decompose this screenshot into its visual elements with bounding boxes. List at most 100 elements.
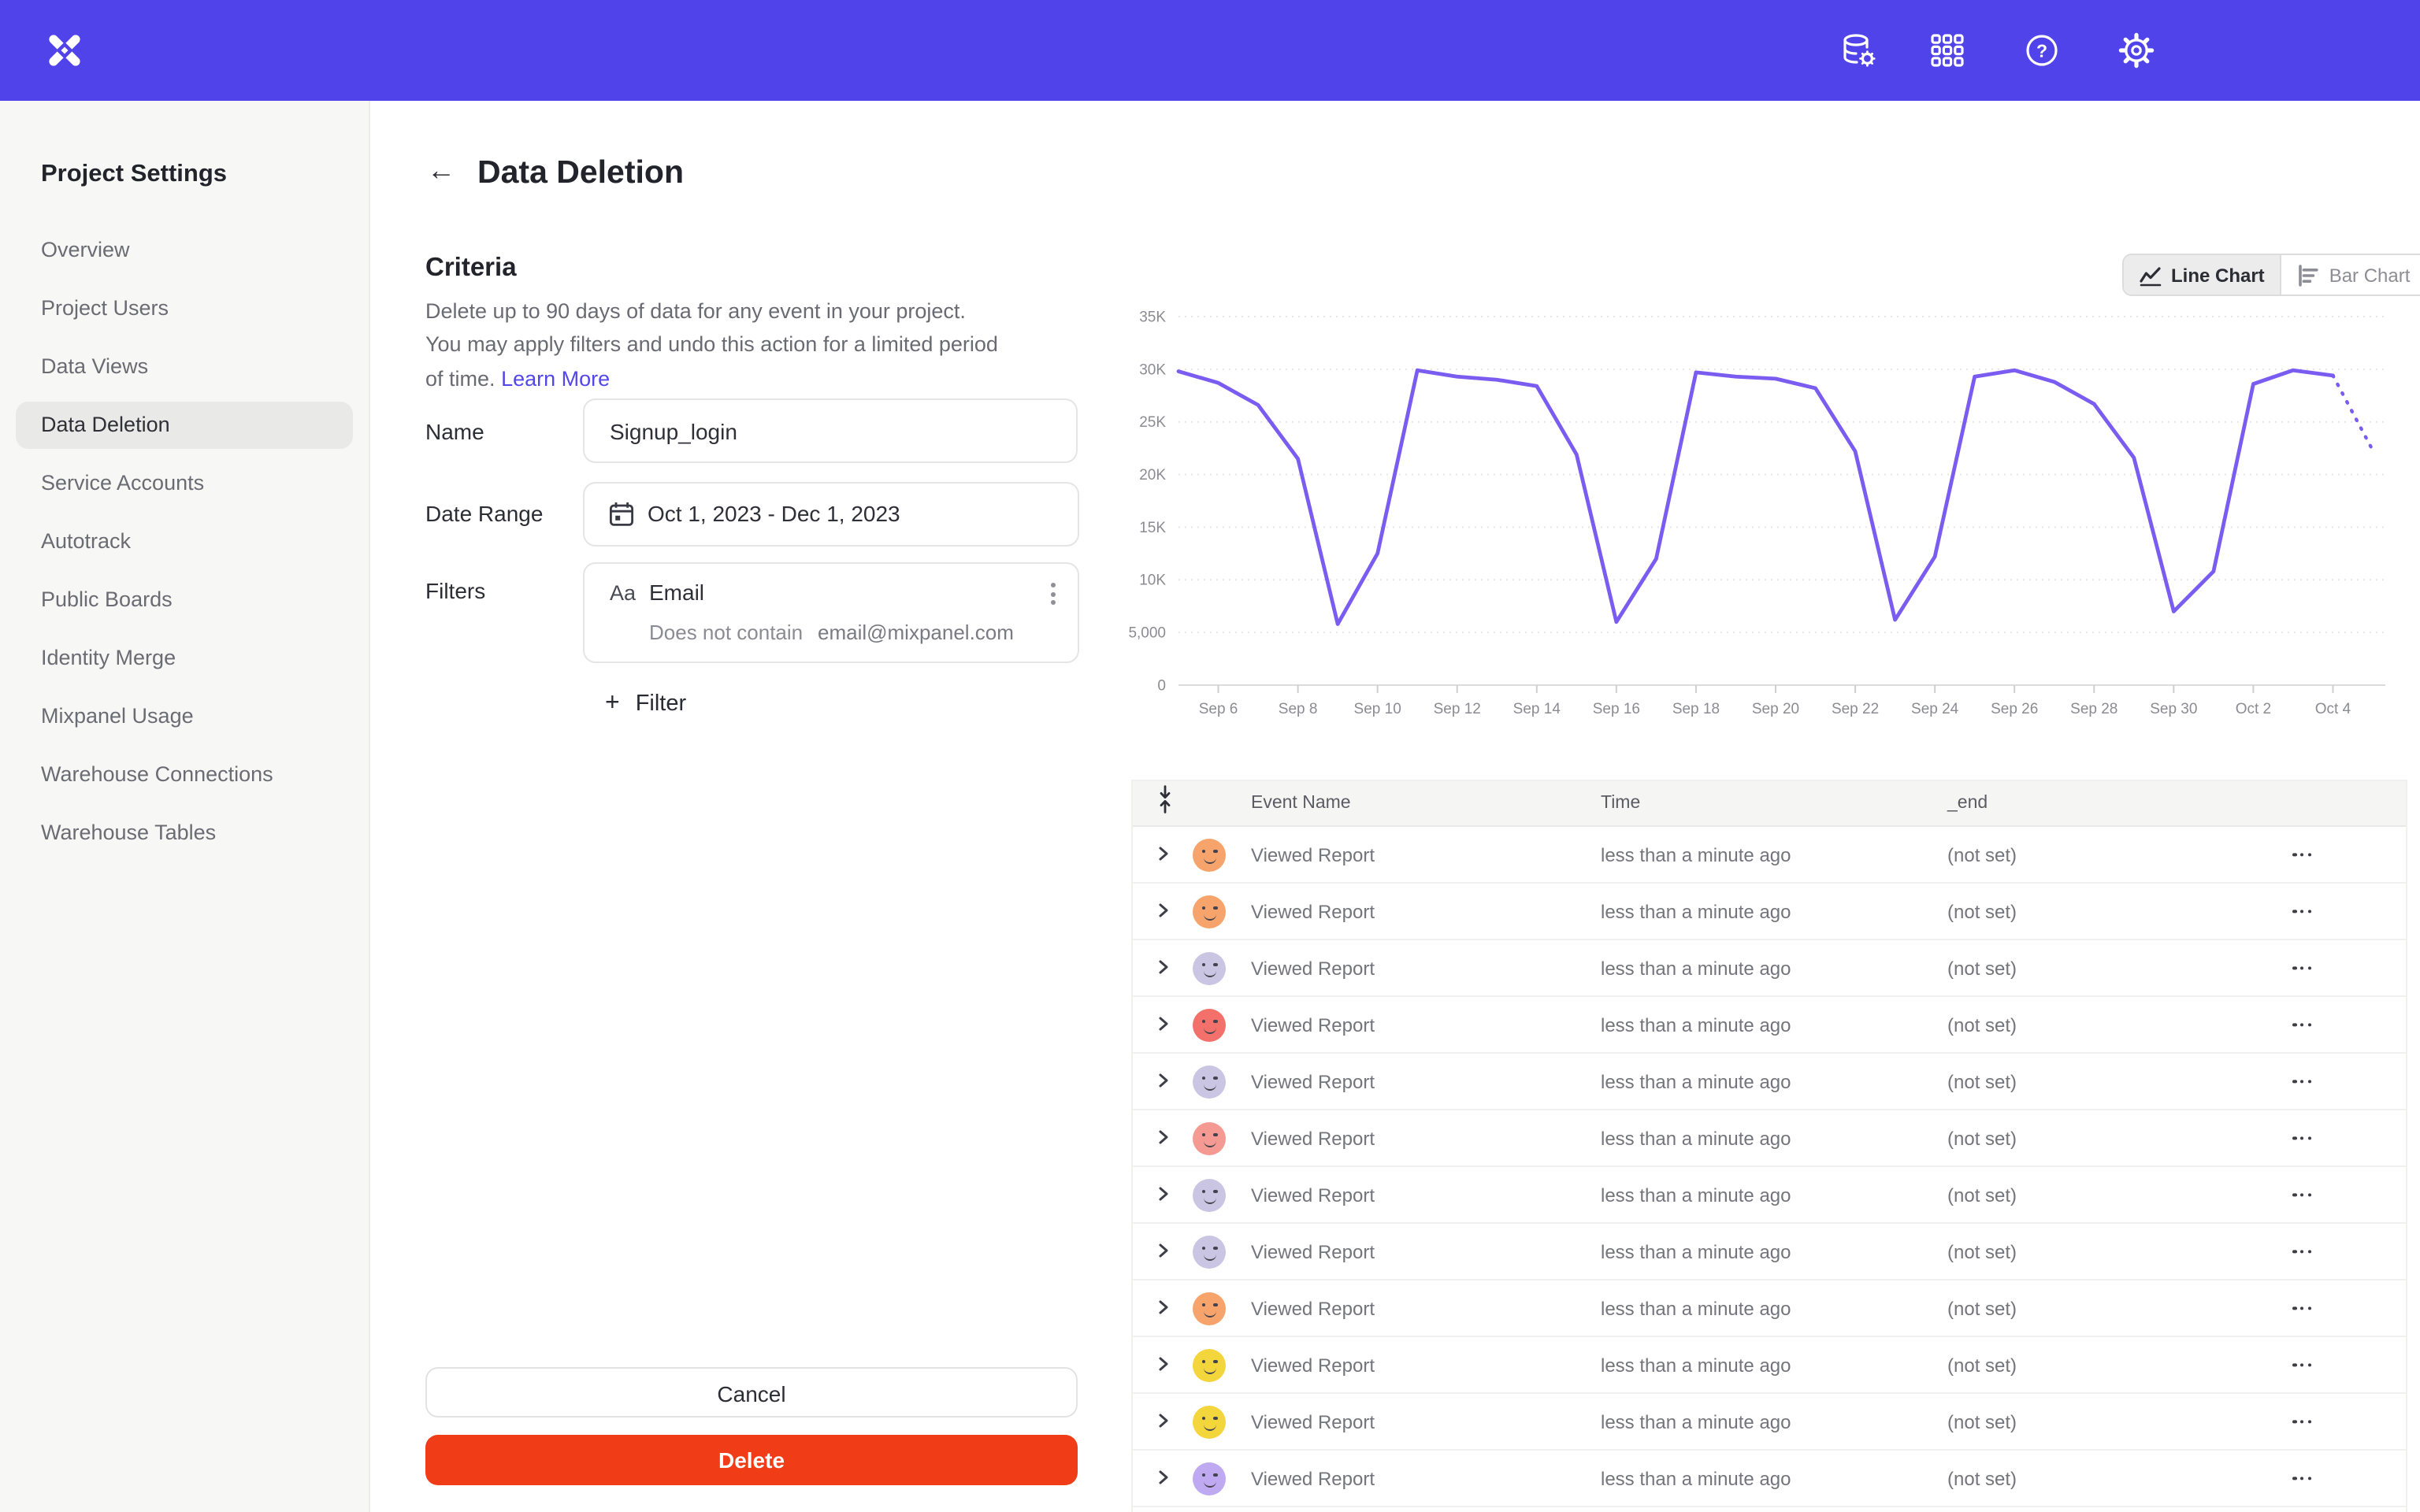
bar-chart-icon — [2299, 264, 2319, 286]
sidebar-item-overview[interactable]: Overview — [41, 238, 130, 261]
sidebar-item-data-views[interactable]: Data Views — [41, 354, 149, 378]
data-settings-icon[interactable] — [1840, 32, 1878, 69]
svg-text:0: 0 — [1157, 677, 1166, 694]
apps-grid-icon[interactable] — [1928, 32, 1966, 69]
row-menu-icon[interactable] — [2292, 1419, 2315, 1424]
learn-more-link[interactable]: Learn More — [501, 366, 611, 391]
svg-text:Sep 16: Sep 16 — [1593, 701, 1640, 717]
add-filter-button[interactable]: + Filter — [605, 690, 686, 718]
column-header-time[interactable]: Time — [1601, 794, 1641, 813]
filter-card[interactable]: Aa Email Does not contain email@mixpanel… — [583, 562, 1079, 663]
time-cell: less than a minute ago — [1601, 1240, 1791, 1262]
row-expand-chevron-icon[interactable] — [1158, 1010, 1169, 1039]
end-cell: (not set) — [1947, 957, 2017, 979]
end-cell: (not set) — [1947, 1354, 2017, 1376]
filter-property: Email — [649, 580, 705, 605]
row-expand-chevron-icon[interactable] — [1158, 1180, 1169, 1209]
sidebar-item-warehouse-connections[interactable]: Warehouse Connections — [41, 762, 273, 786]
time-cell: less than a minute ago — [1601, 1297, 1791, 1319]
date-range-picker[interactable]: Oct 1, 2023 - Dec 1, 2023 — [583, 482, 1079, 547]
sort-arrows-icon[interactable] — [1156, 785, 1174, 821]
row-expand-chevron-icon[interactable] — [1158, 1294, 1169, 1322]
name-input[interactable] — [583, 398, 1078, 463]
svg-text:Sep 26: Sep 26 — [1991, 701, 2038, 717]
row-expand-chevron-icon[interactable] — [1158, 1067, 1169, 1095]
back-arrow-icon[interactable]: ← — [427, 154, 455, 186]
row-menu-icon[interactable] — [2292, 1476, 2315, 1480]
sidebar-item-public-boards[interactable]: Public Boards — [41, 587, 173, 611]
settings-gear-icon[interactable] — [2118, 32, 2155, 69]
sidebar-item-project-users[interactable]: Project Users — [41, 296, 169, 320]
svg-text:Sep 24: Sep 24 — [1911, 701, 1959, 717]
end-cell: (not set) — [1947, 1467, 2017, 1489]
mixpanel-logo-icon[interactable] — [47, 33, 82, 68]
line-chart-toggle[interactable]: Line Chart — [2124, 255, 2282, 295]
row-menu-icon[interactable] — [2292, 965, 2315, 970]
sidebar-item-identity-merge[interactable]: Identity Merge — [41, 646, 176, 669]
event-name-cell: Viewed Report — [1251, 900, 1375, 922]
event-name-cell: Viewed Report — [1251, 1184, 1375, 1206]
page-title: Data Deletion — [477, 154, 684, 191]
sidebar-item-warehouse-tables[interactable]: Warehouse Tables — [41, 821, 217, 844]
svg-text:?: ? — [2036, 40, 2047, 61]
sidebar-item-data-deletion[interactable]: Data Deletion — [16, 402, 353, 449]
row-expand-chevron-icon[interactable] — [1158, 840, 1169, 869]
sidebar-item-autotrack[interactable]: Autotrack — [41, 529, 132, 553]
filter-value[interactable]: email@mixpanel.com — [818, 621, 1014, 644]
row-menu-icon[interactable] — [2292, 1022, 2315, 1027]
filters-label: Filters — [425, 578, 486, 603]
row-menu-icon[interactable] — [2292, 1306, 2315, 1310]
criteria-description-text: Delete up to 90 days of data for any eve… — [425, 299, 998, 391]
row-expand-chevron-icon[interactable] — [1158, 1464, 1169, 1492]
row-expand-chevron-icon[interactable] — [1158, 897, 1169, 925]
row-menu-icon[interactable] — [2292, 1192, 2315, 1197]
event-name-cell: Viewed Report — [1251, 843, 1375, 865]
sidebar-item-service-accounts[interactable]: Service Accounts — [41, 471, 205, 495]
row-menu-icon[interactable] — [2292, 909, 2315, 914]
filter-operator[interactable]: Does not contain — [649, 621, 804, 644]
row-expand-chevron-icon[interactable] — [1158, 954, 1169, 982]
svg-text:Sep 22: Sep 22 — [1832, 701, 1879, 717]
event-name-cell: Viewed Report — [1251, 1070, 1375, 1092]
row-expand-chevron-icon[interactable] — [1158, 1124, 1169, 1152]
end-cell: (not set) — [1947, 1014, 2017, 1036]
row-expand-chevron-icon[interactable] — [1158, 1237, 1169, 1266]
user-avatar — [1193, 1008, 1226, 1041]
chart-type-toggle: Line Chart Bar Chart — [2122, 254, 2420, 296]
event-name-cell: Viewed Report — [1251, 1467, 1375, 1489]
delete-button[interactable]: Delete — [425, 1435, 1078, 1485]
kebab-menu-icon[interactable] — [1051, 583, 1057, 609]
column-header-end[interactable]: _end — [1947, 794, 1988, 813]
svg-text:Sep 18: Sep 18 — [1672, 701, 1720, 717]
row-menu-icon[interactable] — [2292, 1249, 2315, 1254]
help-icon[interactable]: ? — [2023, 32, 2061, 69]
row-menu-icon[interactable] — [2292, 1362, 2315, 1367]
text-type-icon: Aa — [610, 581, 637, 605]
sidebar-item-mixpanel-usage[interactable]: Mixpanel Usage — [41, 704, 194, 728]
column-header-event-name[interactable]: Event Name — [1251, 794, 1351, 813]
row-menu-icon[interactable] — [2292, 1079, 2315, 1084]
row-menu-icon[interactable] — [2292, 852, 2315, 857]
row-expand-chevron-icon[interactable] — [1158, 1407, 1169, 1436]
criteria-heading: Criteria — [425, 254, 517, 282]
name-label: Name — [425, 419, 484, 444]
svg-text:Sep 6: Sep 6 — [1199, 701, 1238, 717]
bar-chart-toggle[interactable]: Bar Chart — [2281, 255, 2420, 295]
cancel-button[interactable]: Cancel — [425, 1367, 1078, 1418]
row-expand-chevron-icon[interactable] — [1158, 1351, 1169, 1379]
row-menu-icon[interactable] — [2292, 1136, 2315, 1140]
